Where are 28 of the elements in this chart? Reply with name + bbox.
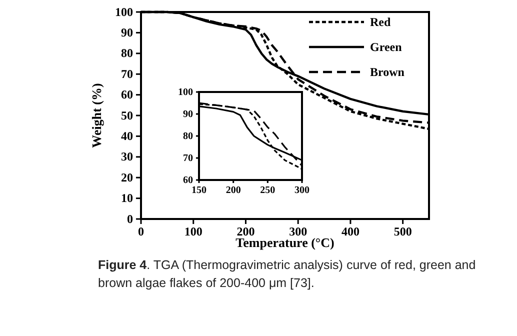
y-tick-label: 0 xyxy=(127,212,133,226)
x-tick-label: 250 xyxy=(260,185,276,196)
y-tick-label: 80 xyxy=(183,131,193,142)
y-tick-label: 20 xyxy=(121,170,133,184)
legend-label: Red xyxy=(370,15,391,29)
y-tick-label: 30 xyxy=(121,150,133,164)
y-tick-label: 100 xyxy=(178,87,193,98)
x-tick-label: 200 xyxy=(226,185,241,196)
y-tick-label: 100 xyxy=(115,4,133,19)
y-tick-label: 70 xyxy=(121,66,133,81)
y-axis-title: Weight (%) xyxy=(89,83,104,148)
y-tick-label: 60 xyxy=(121,88,133,102)
y-tick-label: 70 xyxy=(183,153,193,164)
y-tick-label: 60 xyxy=(183,175,193,186)
x-tick-label: 400 xyxy=(341,224,360,239)
y-tick-label: 80 xyxy=(121,46,133,60)
x-tick-label: 0 xyxy=(138,224,144,239)
legend-label: Green xyxy=(370,40,402,54)
x-tick-label: 300 xyxy=(294,185,310,196)
caption: Figure 4. TGA (Thermogravimetric analysis) curve of red, green and brown algae flakes of 200-400 μm [73]. xyxy=(98,258,476,290)
y-tick-label: 90 xyxy=(183,109,193,120)
legend-label: Brown xyxy=(370,65,405,79)
y-tick-label: 40 xyxy=(121,129,133,144)
y-tick-label: 10 xyxy=(121,191,133,206)
x-tick-label: 150 xyxy=(192,185,206,196)
x-tick-label: 500 xyxy=(394,224,412,239)
y-tick-label: 90 xyxy=(121,26,133,40)
y-tick-label: 50 xyxy=(121,108,133,122)
